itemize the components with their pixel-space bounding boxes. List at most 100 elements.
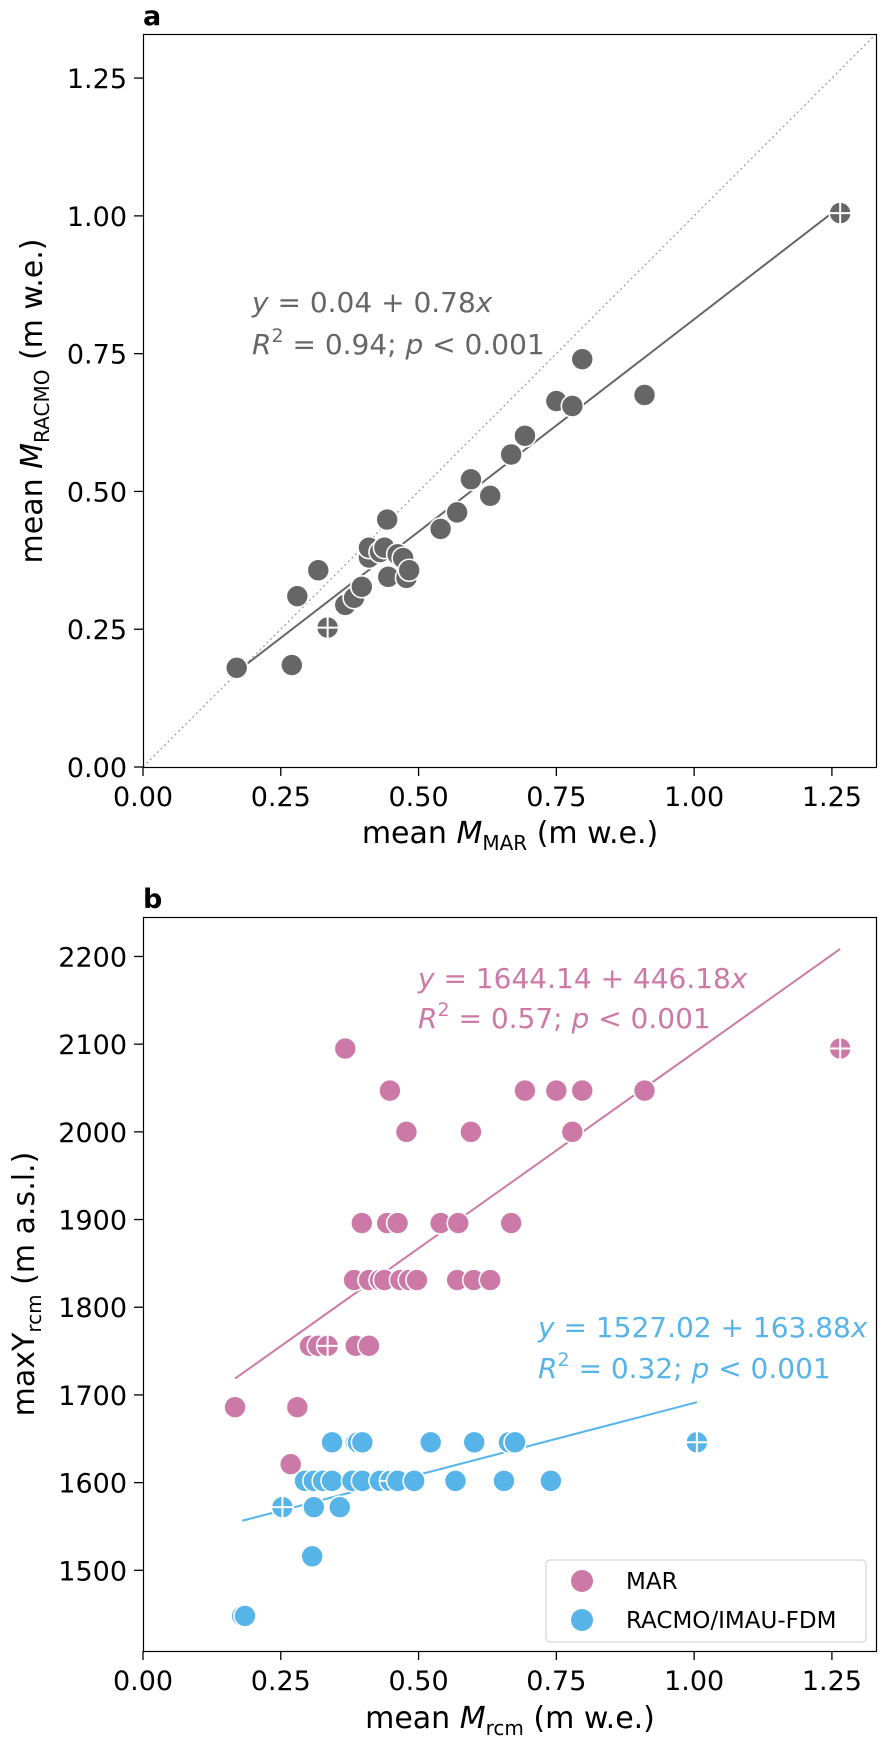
a-x-tick-label: 1.00 xyxy=(664,782,724,813)
mar-data-point xyxy=(385,1211,410,1235)
panel-a-data-point xyxy=(499,442,523,467)
panel-a-data-point-marker xyxy=(285,584,310,608)
legend-marker-mar xyxy=(571,1570,593,1592)
mar-data-point xyxy=(632,1078,657,1103)
a-y-tick-label: 0.25 xyxy=(67,615,127,646)
b-x-tick-label: 0.75 xyxy=(526,1666,586,1697)
panel-a-label: a xyxy=(143,1,161,32)
panel-b-y-ticks: 1500 1600 1700 1800 1900 2000 2100 2200 xyxy=(58,942,143,1587)
b-y-tick-label: 1700 xyxy=(58,1381,127,1412)
mar-data-point-marker xyxy=(459,1120,483,1144)
panel-a-plot-frame xyxy=(142,33,878,769)
panel-a-data-point xyxy=(349,574,374,599)
b-y-tick-label: 2000 xyxy=(58,1118,127,1149)
mar-data-point xyxy=(459,1120,483,1144)
panel-a-data-point-marker xyxy=(224,655,249,680)
racmo-data-point-marker xyxy=(302,1495,326,1519)
mar-data-point-marker xyxy=(570,1078,595,1103)
racmo-data-point xyxy=(492,1469,516,1493)
b-x-tick-label: 1.25 xyxy=(802,1666,862,1697)
legend-marker-racmo xyxy=(571,1609,593,1631)
racmo-data-point xyxy=(233,1604,257,1628)
panel-a-data-point-marker xyxy=(513,423,537,448)
panel-a-data-point xyxy=(560,394,585,418)
panel-a-data-point-marker xyxy=(560,394,585,418)
mar-data-point xyxy=(394,1120,419,1144)
mar-data-point-marker xyxy=(285,1395,310,1420)
mar-data-point-marker xyxy=(560,1120,585,1144)
a-y-tick-label: 0.75 xyxy=(67,340,127,371)
b-y-tick-label: 2200 xyxy=(58,942,127,973)
panel-a-points xyxy=(224,201,852,680)
panel-a-data-point-marker xyxy=(499,442,523,467)
racmo-data-point-marker xyxy=(233,1604,257,1628)
a-x-tick-label: 0.25 xyxy=(251,782,311,813)
racmo-data-point-marker xyxy=(539,1469,563,1493)
a-y-tick-label: 1.00 xyxy=(67,202,127,233)
panel-b: b 0.00 0.25 0.50 0.75 1.00 1.25 1500160017001… xyxy=(7,884,878,1740)
panel-a-data-point-marker xyxy=(349,574,374,599)
racmo-data-point xyxy=(462,1430,487,1455)
mar-data-point xyxy=(333,1036,358,1061)
racmo-data-point-marker xyxy=(327,1495,352,1519)
mar-data-point xyxy=(570,1078,595,1103)
panel-a-data-point xyxy=(445,500,469,525)
mar-data-point xyxy=(446,1211,471,1235)
racmo-data-point xyxy=(327,1495,352,1519)
racmo-data-point xyxy=(300,1544,324,1569)
panel-a-y-axis-label: mean MRACMO (m w.e.) xyxy=(15,239,54,564)
panel-a-data-point xyxy=(315,615,340,640)
panel-a-data-point xyxy=(632,383,657,407)
panel-a-data-point xyxy=(224,655,249,680)
racmo-data-point xyxy=(443,1469,468,1493)
panel-a-data-point xyxy=(828,201,852,225)
panel-a-data-point-marker xyxy=(632,383,657,407)
mar-data-point xyxy=(513,1078,537,1103)
b-y-tick-label: 1500 xyxy=(58,1556,127,1587)
racmo-data-point-marker xyxy=(503,1430,527,1455)
panel-a-data-point xyxy=(397,558,421,583)
panel-a-data-point-marker xyxy=(306,558,331,583)
racmo-data-point xyxy=(685,1430,709,1455)
mar-data-point-marker xyxy=(513,1078,537,1103)
mar-data-point-marker xyxy=(544,1078,569,1103)
mar-data-point xyxy=(560,1120,585,1144)
panel-b-y-axis-label: maxYrcm (m a.s.l.) xyxy=(7,1152,46,1417)
panel-a-data-point xyxy=(513,423,537,448)
racmo-data-point xyxy=(350,1430,375,1455)
b-y-tick-label: 1600 xyxy=(58,1469,127,1500)
racmo-data-point-marker xyxy=(320,1469,344,1493)
legend: MAR RACMO/IMAU-FDM xyxy=(545,1559,867,1643)
panel-b-annotation-mar-equation: y = 1644.14 + 446.18x xyxy=(417,962,748,995)
racmo-data-point-marker xyxy=(320,1430,344,1455)
mar-data-point-marker xyxy=(405,1268,429,1292)
mar-data-point xyxy=(357,1334,381,1358)
racmo-data-point xyxy=(320,1469,344,1493)
panel-b-plot-frame xyxy=(142,916,878,1653)
mar-data-point xyxy=(285,1395,310,1420)
a-x-tick-label: 0.75 xyxy=(526,782,586,813)
racmo-data-point-marker xyxy=(462,1430,487,1455)
a-x-tick-label: 0.50 xyxy=(389,782,449,813)
racmo-data-point xyxy=(418,1430,443,1455)
mar-data-point-marker xyxy=(478,1268,503,1292)
panel-a-data-point-marker xyxy=(445,500,469,525)
racmo-data-point-marker xyxy=(402,1469,426,1493)
panel-b-points xyxy=(223,1036,852,1628)
mar-data-point xyxy=(223,1395,247,1420)
mar-data-point-marker xyxy=(632,1078,657,1103)
a-y-tick-label: 1.25 xyxy=(67,64,127,95)
b-x-tick-label: 0.50 xyxy=(389,1666,449,1697)
legend-label-racmo: RACMO/IMAU-FDM xyxy=(626,1608,836,1634)
panel-a-data-point xyxy=(428,517,453,541)
racmo-data-point-marker xyxy=(350,1430,375,1455)
mar-data-point-marker xyxy=(349,1211,374,1235)
panel-a: a 0.00 0.25 0.50 0.75 1.00 1.25 0.000.250.500… xyxy=(15,1,878,855)
panel-a-x-axis-label: mean MMAR (m w.e.) xyxy=(362,816,658,855)
mar-data-point-marker xyxy=(499,1211,523,1235)
panel-a-data-point-marker xyxy=(397,558,421,583)
racmo-data-point-marker xyxy=(418,1430,443,1455)
mar-data-point-marker xyxy=(278,1452,303,1477)
racmo-data-point xyxy=(503,1430,527,1455)
